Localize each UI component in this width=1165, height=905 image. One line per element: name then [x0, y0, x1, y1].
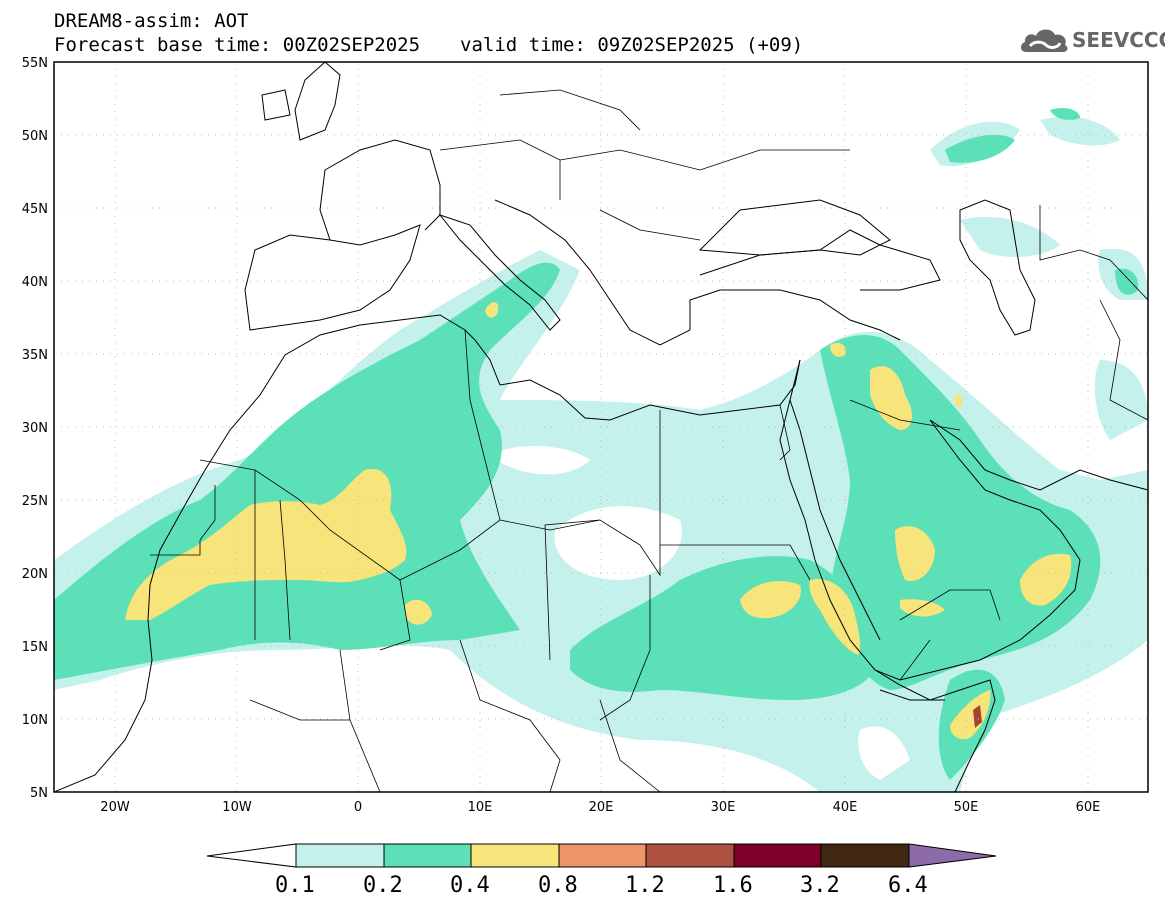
colorbar-label: 0.2	[363, 873, 403, 898]
lat-label: 25N	[22, 494, 48, 509]
graticule	[54, 62, 1148, 792]
valid-time: valid time: 09Z02SEP2025 (+09)	[460, 34, 804, 56]
colorbar-label: 1.6	[713, 873, 753, 898]
colorbar-swatch	[820, 843, 910, 868]
logo-text: SEEVCCC	[1072, 28, 1165, 52]
lat-label: 15N	[22, 640, 48, 655]
map-frame	[53, 61, 1149, 793]
lon-label: 0	[354, 800, 362, 815]
lat-label: 40N	[22, 275, 48, 290]
lat-label: 20N	[22, 567, 48, 582]
colorbar	[206, 843, 997, 868]
lat-label: 50N	[22, 129, 48, 144]
lon-label: 20E	[589, 800, 614, 815]
lon-label: 30E	[711, 800, 736, 815]
colorbar-swatch	[470, 843, 560, 868]
colorbar-swatch	[558, 843, 647, 868]
lat-label: 55N	[22, 56, 48, 71]
colorbar-arrow-low	[206, 843, 297, 868]
lat-label: 35N	[22, 348, 48, 363]
lat-label: 45N	[22, 202, 48, 217]
colorbar-label: 0.8	[538, 873, 578, 898]
lat-label: 30N	[22, 421, 48, 436]
lon-label: 20W	[100, 800, 130, 815]
aot-band-high	[973, 705, 982, 728]
lon-labels: 20W 10W 0 10E 20E 30E 40E 50E 60E	[100, 800, 1100, 815]
colorbar-swatch	[733, 843, 822, 868]
lon-label: 50E	[954, 800, 979, 815]
country-borders	[150, 89, 1148, 792]
seevccc-logo: SEEVCCC	[1018, 24, 1165, 56]
coastlines	[54, 62, 1148, 792]
aot-clear	[490, 445, 910, 780]
colorbar-label: 6.4	[888, 873, 928, 898]
colorbar-swatch	[645, 843, 735, 868]
lon-label: 60E	[1076, 800, 1101, 815]
product-title: DREAM8-assim: AOT	[54, 10, 249, 32]
lon-label: 10E	[468, 800, 493, 815]
lat-labels: 55N 50N 45N 40N 35N 30N 25N 20N 15N 10N …	[22, 56, 48, 801]
colorbar-label: 1.2	[625, 873, 665, 898]
colorbar-label: 0.1	[275, 873, 315, 898]
lat-label: 5N	[30, 786, 48, 801]
cloud-icon	[1020, 29, 1068, 52]
colorbar-swatch	[295, 843, 385, 868]
colorbar-label: 3.2	[800, 873, 840, 898]
base-time: Forecast base time: 00Z02SEP2025	[54, 34, 421, 56]
aot-band-0.4	[125, 301, 1072, 740]
colorbar-swatch	[383, 843, 472, 868]
colorbar-label: 0.4	[450, 873, 490, 898]
lat-label: 10N	[22, 713, 48, 728]
forecast-times: Forecast base time: 00Z02SEP2025 valid ti…	[54, 34, 803, 56]
lon-label: 40E	[833, 800, 858, 815]
colorbar-arrow-high	[908, 843, 997, 868]
aot-fields	[54, 62, 1148, 792]
lon-label: 10W	[222, 800, 252, 815]
